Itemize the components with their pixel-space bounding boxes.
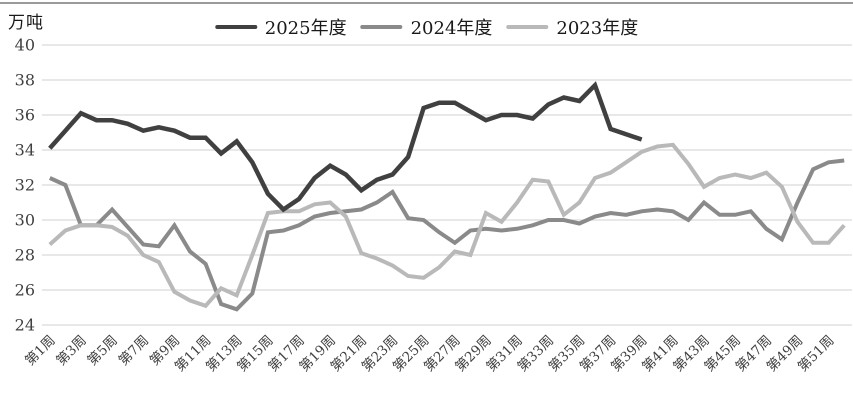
legend-label-2024: 2024年度 [410, 18, 493, 39]
x-tick-label-1: 第1周 [21, 332, 58, 369]
y-tick-label-30: 30 [15, 211, 35, 230]
y-tick-label-40: 40 [15, 36, 35, 55]
legend-swatch-2025 [214, 24, 257, 30]
y-tick-label-38: 38 [15, 71, 35, 90]
y-tick-label-32: 32 [15, 176, 35, 195]
y-tick-label-28: 28 [15, 246, 35, 265]
series-line-2025年度 [48, 81, 643, 213]
series-line-2024年度 [48, 158, 845, 312]
legend-label-2023: 2023年度 [556, 18, 639, 39]
legend-item-2023: 2023年度 [506, 14, 638, 40]
series-line-2023年度 [48, 142, 846, 309]
y-tick-label-26: 26 [15, 281, 35, 300]
x-tick-label-7: 第7周 [115, 332, 152, 369]
y-axis-unit-label: 万吨 [8, 13, 44, 33]
legend-label-2025: 2025年度 [264, 18, 347, 39]
legend-swatch-2024 [360, 25, 403, 29]
y-tick-label-24: 24 [15, 316, 35, 335]
legend-swatch-2023 [506, 25, 549, 29]
legend-item-2025: 2025年度 [214, 14, 347, 40]
chart-legend: 2025年度 2024年度 2023年度 [214, 14, 638, 40]
legend-item-2024: 2024年度 [360, 14, 493, 40]
y-tick-label-36: 36 [15, 106, 35, 125]
x-tick-label-3: 第3周 [53, 332, 90, 369]
top-border [0, 2, 853, 4]
y-tick-label-34: 34 [15, 141, 35, 160]
x-tick-label-5: 第5周 [84, 332, 121, 369]
